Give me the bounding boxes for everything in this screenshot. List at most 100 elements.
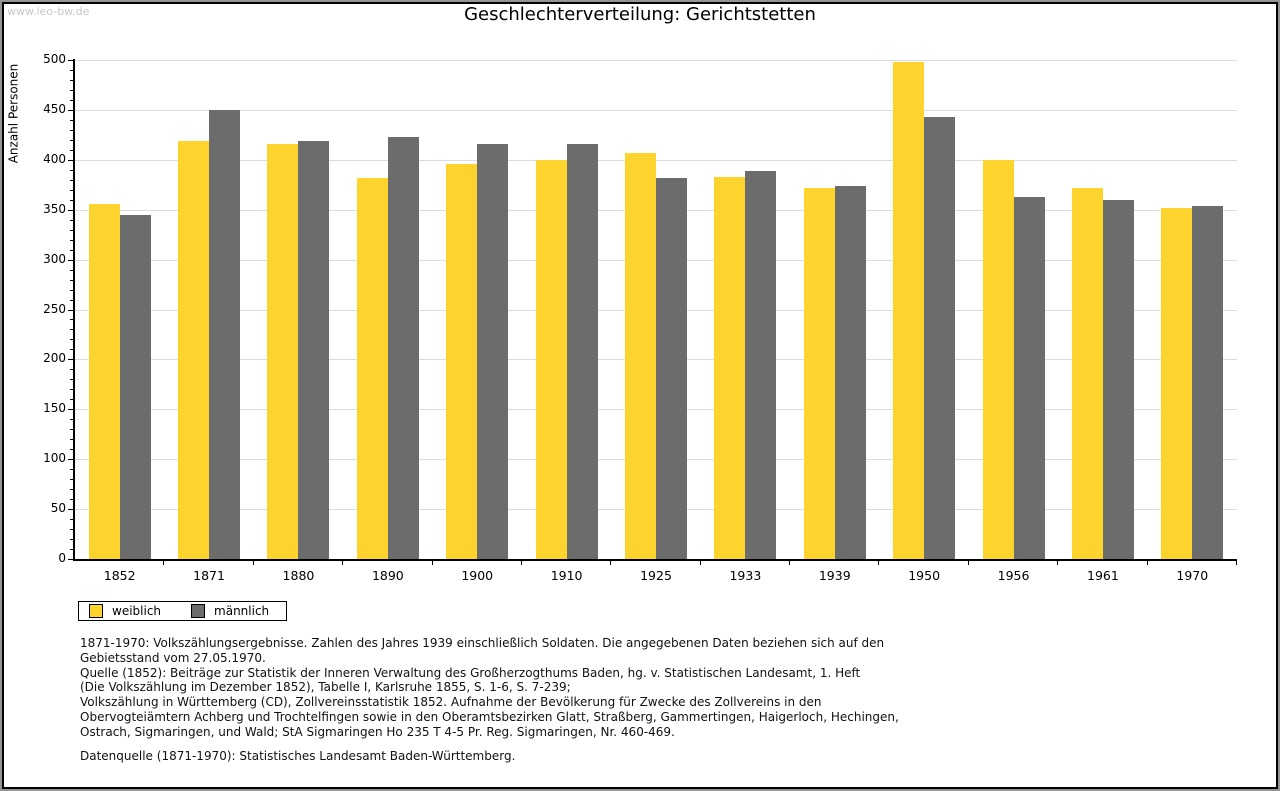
y-axis-label-100: 100 [43,451,66,466]
x-axis-label-1961: 1961 [1087,568,1119,583]
legend-swatch-weiblich [89,604,103,618]
legend-swatch-maennlich [191,604,206,618]
y-minor-tick-270 [70,289,73,291]
y-minor-tick-60 [70,499,73,501]
bar-männlich-1871 [209,109,241,559]
bar-weiblich-1871 [178,140,210,559]
x-axis-label-1950: 1950 [908,568,941,583]
legend: weiblich männlich [78,601,287,621]
bar-weiblich-1900 [446,163,478,559]
note-line: 1871-1970: Volkszählungsergebnisse. Zahl… [80,636,885,650]
bar-männlich-1900 [477,143,509,559]
y-minor-tick-110 [70,449,73,451]
bar-männlich-1925 [656,177,687,559]
x-tick-13 [1236,561,1237,565]
y-minor-tick-30 [70,529,73,531]
legend-label-weiblich: weiblich [112,604,162,618]
y-minor-tick-310 [70,249,73,251]
note-line: Gebietsstand vom 27.05.1970. [80,650,266,665]
y-minor-tick-360 [70,199,73,201]
y-tick-300 [68,259,73,261]
y-minor-tick-130 [70,429,73,431]
gridline-400 [75,159,1237,161]
x-axis-label-1910: 1910 [550,568,583,583]
y-minor-tick-390 [70,169,73,171]
y-axis-label-50: 50 [50,501,66,516]
y-tick-150 [68,409,73,411]
y-minor-tick-120 [70,439,73,441]
bar-männlich-1950 [924,116,956,559]
x-axis-label-1871: 1871 [193,568,225,583]
y-minor-tick-440 [70,119,73,121]
x-tick-1 [163,561,165,565]
bar-männlich-1852 [119,214,151,559]
y-axis-label-450: 450 [43,101,66,116]
plot-area: 0 50 100 150 200 250 300 350 400 450 500 1852 1871 18… [43,52,1237,583]
bar-weiblich-1961 [1071,187,1103,559]
y-minor-tick-380 [70,179,73,181]
y-minor-tick-140 [70,419,73,421]
bar-weiblich-1910 [535,159,567,559]
y-minor-tick-330 [70,229,73,231]
y-minor-tick-470 [70,89,73,91]
note-line: (Die Volkszählung im Dezember 1852), Tab… [80,680,571,695]
bar-weiblich-1956 [982,159,1014,559]
y-minor-tick-240 [70,319,73,321]
y-axis-label-0: 0 [58,551,66,565]
y-minor-tick-230 [70,329,73,331]
y-minor-tick-20 [70,539,73,541]
y-minor-tick-420 [70,139,73,141]
bar-weiblich-1970 [1161,207,1193,559]
y-axis-label-150: 150 [43,401,66,416]
x-axis-line [73,559,1237,561]
note-line: Obervogteiämtern Achberg und Trochtelfin… [80,709,899,724]
bar-weiblich-1925 [625,152,656,559]
y-minor-tick-210 [70,349,73,351]
y-tick-0 [68,559,73,560]
y-minor-tick-220 [70,339,73,341]
y-axis-label-300: 300 [43,251,66,266]
x-tick-5 [520,561,522,565]
y-minor-tick-430 [70,129,73,131]
y-axis-title: Anzahl Personen [6,63,21,164]
data-source-line: Datenquelle (1871-1970): Statistisches L… [80,748,516,763]
y-minor-tick-460 [70,99,73,101]
bar-weiblich-1939 [803,187,835,559]
note-line: Volkszählung in Württemberg (CD), Zollve… [80,695,822,710]
y-minor-tick-160 [70,399,73,401]
x-axis-label-1900: 1900 [461,568,494,583]
gridline-500 [75,60,1237,61]
y-axis-label-500: 500 [43,52,66,66]
x-tick-7 [699,561,701,565]
y-minor-tick-290 [70,269,73,271]
x-tick-4 [431,561,433,565]
y-minor-tick-280 [70,279,73,281]
bar-männlich-1890 [387,136,419,559]
note-line: Ostrach, Sigmaringen, und Wald; StA Sigm… [80,724,675,739]
y-tick-350 [68,209,73,211]
x-axis-label-1852: 1852 [103,568,136,583]
bar-männlich-1933 [745,170,777,559]
bar-männlich-1939 [834,185,866,559]
y-tick-450 [68,109,73,111]
y-minor-tick-340 [70,219,73,221]
x-tick-2 [252,561,254,565]
y-minor-tick-320 [70,239,73,241]
legend-label-maennlich: männlich [214,604,270,618]
y-minor-tick-490 [70,69,73,71]
x-axis-label-1939: 1939 [818,568,851,583]
y-minor-tick-370 [70,189,73,191]
y-axis-line [73,59,75,561]
x-axis-label-1970: 1970 [1176,568,1209,583]
gridline-450 [75,109,1237,111]
x-tick-12 [1146,561,1148,565]
source-notes: 1871-1970: Volkszählungsergebnisse. Zahl… [80,636,899,763]
y-tick-200 [68,359,73,361]
y-tick-400 [68,159,73,161]
bar-weiblich-1880 [267,143,299,559]
x-axis-label-1890: 1890 [371,568,404,583]
x-tick-6 [610,561,612,565]
y-minor-tick-410 [70,149,73,151]
x-axis-label-1956: 1956 [997,568,1030,583]
